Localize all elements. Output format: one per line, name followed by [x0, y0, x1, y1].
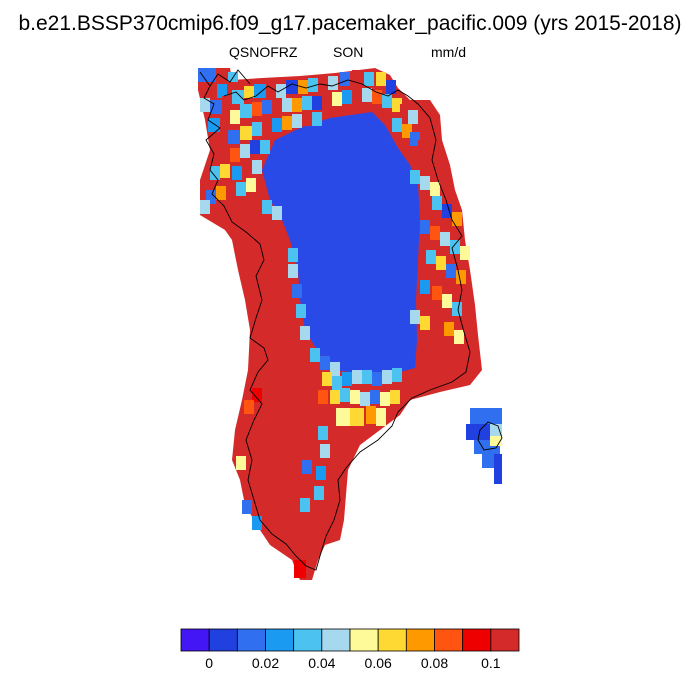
- variable-label: QSNOFRZ: [229, 44, 298, 60]
- colorbar-box: [405, 628, 435, 652]
- colorbar-box: [349, 628, 379, 652]
- colorbar-tick-label: 0.02: [252, 655, 279, 671]
- season-label: SON: [333, 44, 364, 60]
- colorbar-tick-label: 0.1: [481, 655, 501, 671]
- colorbar-box: [236, 628, 266, 652]
- colorbar-box: [321, 628, 351, 652]
- colorbar-box: [180, 628, 210, 652]
- colorbar-tick-label: 0: [205, 655, 213, 671]
- colorbar-tick-label: 0.04: [308, 655, 335, 671]
- colorbar-tick-label: 0.08: [421, 655, 448, 671]
- island-coastline: [477, 421, 503, 451]
- colorbar-box: [490, 628, 520, 652]
- units-label: mm/d: [431, 44, 466, 60]
- colorbar-box: [434, 628, 464, 652]
- colorbar-box: [265, 628, 295, 652]
- coastline: [199, 71, 471, 571]
- colorbar-tick-label: 0.06: [365, 655, 392, 671]
- colorbar-box: [377, 628, 407, 652]
- page-title: b.e21.BSSP370cmip6.f09_g17.pacemaker_pac…: [18, 12, 682, 35]
- colorbar-box: [208, 628, 238, 652]
- edge-cells: [198, 68, 470, 578]
- colorbar-box: [293, 628, 323, 652]
- colorbar-box: [462, 628, 492, 652]
- coastline-inlet: [209, 69, 251, 87]
